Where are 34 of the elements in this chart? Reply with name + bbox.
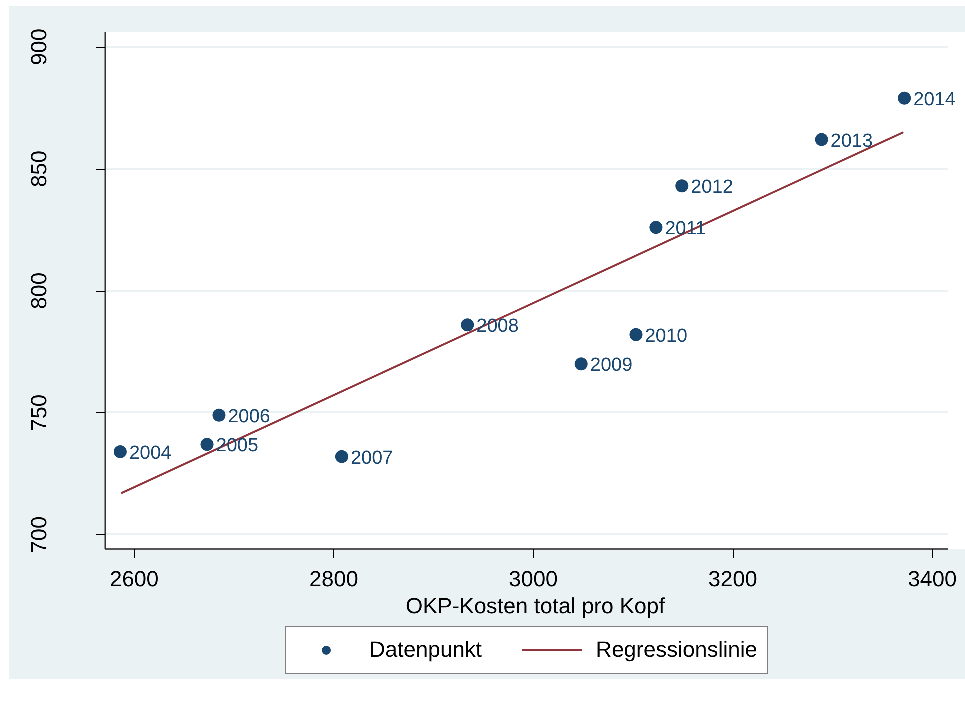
- point: [630, 328, 643, 342]
- y-tick-label: 900: [26, 28, 52, 66]
- y-tick-label: 750: [26, 394, 52, 432]
- legend-label: Regressionslinie: [596, 637, 758, 663]
- x-axis-title: OKP-Kosten total pro Kopf: [406, 594, 666, 618]
- x-tick-label: 3400: [908, 566, 958, 592]
- legend-label: Datenpunkt: [370, 637, 482, 663]
- annotation: 2013: [830, 130, 874, 152]
- point: [898, 92, 912, 105]
- annotation: 2008: [476, 316, 519, 338]
- y-tick-label: 800: [26, 272, 52, 310]
- annotation: 2007: [350, 448, 394, 469]
- point: [114, 445, 127, 458]
- y-tick-label: 700: [26, 516, 52, 554]
- annotation: 2005: [216, 436, 259, 457]
- point: [335, 450, 348, 464]
- point: [574, 358, 588, 371]
- y-tick-label: 850: [26, 150, 52, 188]
- x-tick-label: 3200: [708, 566, 758, 592]
- point: [676, 180, 689, 193]
- point: [212, 408, 226, 422]
- point: [815, 133, 828, 146]
- annotation: 2009: [590, 355, 633, 376]
- annotation: 2014: [914, 89, 956, 110]
- point: [461, 318, 474, 332]
- annotation: 2010: [645, 326, 688, 347]
- point: [650, 221, 663, 234]
- annotation: 2006: [228, 406, 271, 428]
- x-tick-label: 2600: [110, 566, 159, 592]
- annotation: 2004: [129, 442, 172, 464]
- annotation: 2012: [691, 177, 734, 198]
- point: [200, 438, 214, 452]
- x-tick-label: 3000: [509, 566, 558, 592]
- x-tick-label: 2800: [309, 566, 358, 592]
